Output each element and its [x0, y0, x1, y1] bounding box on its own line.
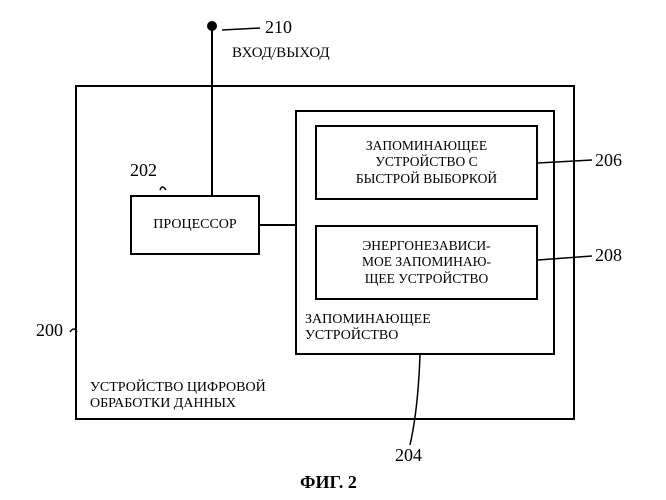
fast-memory-label: ЗАПОМИНАЮЩЕЕ УСТРОЙСТВО С БЫСТРОЙ ВЫБОРК…: [356, 138, 497, 187]
main-device-label: УСТРОЙСТВО ЦИФРОВОЙ ОБРАБОТКИ ДАННЫХ: [90, 380, 266, 412]
nv-memory-label: ЭНЕРГОНЕЗАВИСИ- МОЕ ЗАПОМИНАЮ- ЩЕЕ УСТРО…: [362, 238, 491, 287]
ref-208: 208: [595, 245, 622, 266]
fast-memory-box: ЗАПОМИНАЮЩЕЕ УСТРОЙСТВО С БЫСТРОЙ ВЫБОРК…: [315, 125, 538, 200]
ref-204: 204: [395, 445, 422, 466]
ref-206: 206: [595, 150, 622, 171]
processor-box: ПРОЦЕССОР: [130, 195, 260, 255]
ref-200: 200: [36, 320, 63, 341]
ref-202: 202: [130, 160, 157, 181]
memory-container-label: ЗАПОМИНАЮЩЕЕ УСТРОЙСТВО: [305, 312, 431, 344]
io-label: ВХОД/ВЫХОД: [232, 45, 330, 62]
ref-210: 210: [265, 17, 292, 38]
figure-caption: ФИГ. 2: [300, 472, 357, 493]
processor-label: ПРОЦЕССОР: [153, 217, 236, 234]
nv-memory-box: ЭНЕРГОНЕЗАВИСИ- МОЕ ЗАПОМИНАЮ- ЩЕЕ УСТРО…: [315, 225, 538, 300]
